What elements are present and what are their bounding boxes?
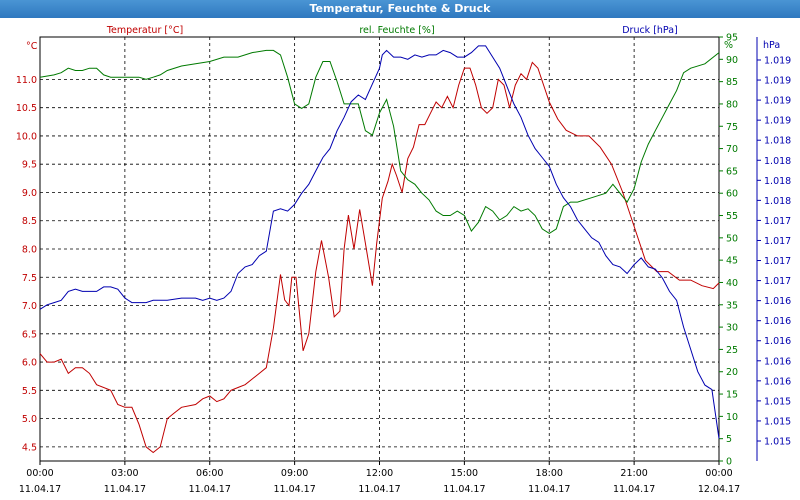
temperature-tick-label: 6.5 <box>22 329 37 340</box>
pressure-tick-label: 1.017 <box>764 216 791 227</box>
humidity-tick-label: 20 <box>726 367 738 378</box>
x-tick-time: 15:00 <box>451 468 478 479</box>
pressure-tick-label: 1.016 <box>764 316 791 327</box>
temperature-tick-label: 10.5 <box>16 103 37 114</box>
temperature-unit: °C <box>26 41 38 52</box>
series-layer <box>39 45 720 454</box>
pressure-unit: hPa <box>763 40 780 51</box>
humidity-tick-label: 85 <box>726 77 738 88</box>
x-tick-date: 11.04.17 <box>19 484 61 495</box>
humidity-tick-label: 80 <box>726 99 738 110</box>
x-tick-date: 11.04.17 <box>443 484 485 495</box>
pressure-tick-label: 1.015 <box>764 437 791 448</box>
humidity-tick-label: 35 <box>726 300 738 311</box>
humidity-line <box>39 49 720 234</box>
chart-title: Temperatur, Feuchte & Druck <box>309 2 491 15</box>
pressure-tick-label: 1.016 <box>764 376 791 387</box>
pressure-tick-label: 1.019 <box>764 56 791 67</box>
x-tick-date: 11.04.17 <box>273 484 315 495</box>
x-tick-time: 06:00 <box>196 468 223 479</box>
humidity-tick-label: 75 <box>726 122 738 133</box>
temperature-tick-label: 9.0 <box>22 188 37 199</box>
humidity-axis-label: rel. Feuchte [%] <box>359 25 434 36</box>
humidity-tick-label: 70 <box>726 144 738 155</box>
humidity-tick-label: 95 <box>726 33 738 44</box>
pressure-tick-label: 1.018 <box>764 196 791 207</box>
humidity-tick-label: 60 <box>726 189 738 200</box>
pressure-tick-label: 1.017 <box>764 276 791 287</box>
humidity-tick-label: 40 <box>726 278 738 289</box>
temperature-tick-label: 10.0 <box>16 131 37 142</box>
pressure-tick-label: 1.018 <box>764 176 791 187</box>
pressure-tick-label: 1.017 <box>764 256 791 267</box>
humidity-tick-label: 45 <box>726 256 738 267</box>
x-tick-date: 11.04.17 <box>613 484 655 495</box>
humidity-unit: % <box>724 40 733 51</box>
pressure-tick-label: 1.019 <box>764 116 791 127</box>
humidity-tick-label: 65 <box>726 166 738 177</box>
pressure-axis-label: Druck [hPa] <box>622 25 678 36</box>
temperature-tick-label: 6.0 <box>22 358 37 369</box>
temperature-tick-label: 5.0 <box>22 414 37 425</box>
pressure-tick-label: 1.015 <box>764 396 791 407</box>
temperature-axis-label: Temperatur [°C] <box>106 25 183 36</box>
pressure-tick-label: 1.016 <box>764 356 791 367</box>
pressure-tick-label: 1.016 <box>764 296 791 307</box>
pressure-tick-label: 1.019 <box>764 76 791 87</box>
humidity-tick-label: 50 <box>726 233 738 244</box>
temperature-tick-label: 4.5 <box>22 442 37 453</box>
x-tick-time: 18:00 <box>536 468 563 479</box>
x-tick-date: 11.04.17 <box>189 484 231 495</box>
temperature-tick-label: 7.0 <box>22 301 37 312</box>
axes: 4.5 5.0 5.5 6.0 6.5 7.0 7.5 8.0 8.5 9.0 9.5 10.0 10.… <box>16 33 791 496</box>
humidity-tick-label: 25 <box>726 345 738 356</box>
humidity-tick-label: 0 <box>726 457 732 468</box>
x-tick-time: 00:00 <box>705 468 732 479</box>
humidity-tick-label: 55 <box>726 211 738 222</box>
pressure-tick-label: 1.019 <box>764 96 791 107</box>
temperature-tick-label: 7.5 <box>22 273 37 284</box>
humidity-tick-label: 5 <box>726 434 732 445</box>
pressure-line <box>39 45 720 439</box>
humidity-tick-label: 30 <box>726 323 738 334</box>
humidity-tick-label: 10 <box>726 412 738 423</box>
temperature-tick-label: 5.5 <box>22 386 37 397</box>
temperature-tick-label: 8.0 <box>22 245 37 256</box>
x-tick-date: 12.04.17 <box>698 484 740 495</box>
temperature-tick-label: 9.5 <box>22 160 37 171</box>
x-tick-date: 11.04.17 <box>104 484 146 495</box>
pressure-tick-label: 1.015 <box>764 416 791 427</box>
x-tick-time: 21:00 <box>620 468 647 479</box>
humidity-tick-label: 90 <box>726 55 738 66</box>
pressure-tick-label: 1.018 <box>764 136 791 147</box>
x-tick-time: 12:00 <box>366 468 393 479</box>
x-tick-time: 03:00 <box>111 468 138 479</box>
pressure-tick-label: 1.016 <box>764 336 791 347</box>
temperature-tick-label: 11.0 <box>16 75 37 86</box>
grid-lines <box>40 37 719 461</box>
pressure-tick-label: 1.018 <box>764 156 791 167</box>
x-tick-time: 09:00 <box>281 468 308 479</box>
x-tick-date: 11.04.17 <box>528 484 570 495</box>
x-tick-time: 00:00 <box>26 468 53 479</box>
chart-title-bar: Temperatur, Feuchte & Druck <box>0 0 800 18</box>
temperature-line <box>39 61 720 454</box>
temperature-tick-label: 8.5 <box>22 216 37 227</box>
pressure-tick-label: 1.017 <box>764 236 791 247</box>
x-tick-date: 11.04.17 <box>358 484 400 495</box>
humidity-tick-label: 15 <box>726 390 738 401</box>
